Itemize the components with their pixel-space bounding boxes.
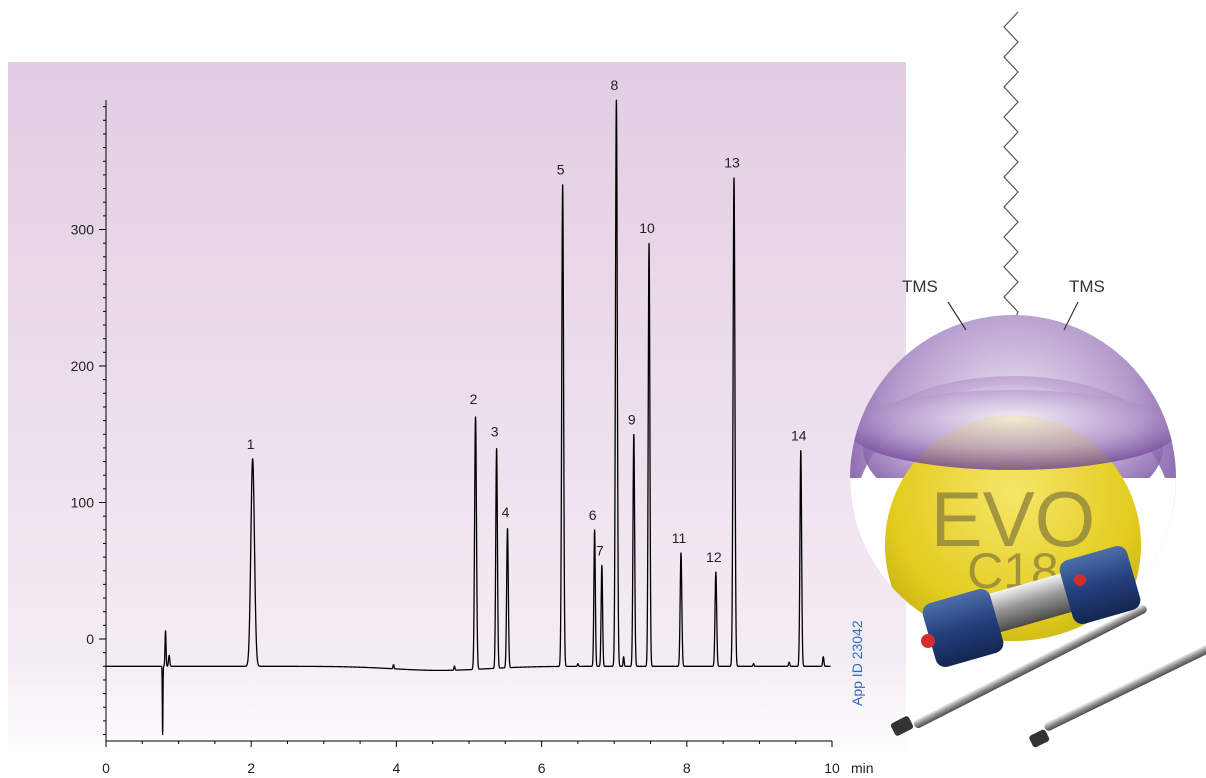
- stationary-phase-graphic: EVO C18 TMS TMS: [850, 11, 1206, 748]
- hplc-column-icon: [890, 546, 1206, 748]
- c18-chain-icon: [1003, 11, 1019, 325]
- peak-label: 4: [502, 504, 510, 520]
- peak-label: 11: [672, 530, 687, 546]
- x-tick-label: 4: [393, 760, 401, 776]
- x-axis: 0 2 4 6 8 10: [102, 740, 840, 776]
- x-tick-label: 2: [247, 760, 255, 776]
- peak-label: 2: [470, 391, 478, 407]
- x-tick-label: 8: [683, 760, 691, 776]
- peak-label: 5: [557, 161, 565, 177]
- peak-label: 6: [589, 507, 597, 523]
- y-tick-label: 200: [71, 358, 95, 374]
- peak-label: 3: [491, 424, 499, 440]
- tms-label-right: TMS: [1069, 277, 1105, 296]
- y-tick-label: 0: [86, 631, 94, 647]
- peak-label: 12: [706, 549, 722, 565]
- y-tick-label: 100: [71, 495, 95, 511]
- x-tick-label: 0: [102, 760, 110, 776]
- plot-background: [8, 62, 906, 762]
- tms-label-left: TMS: [902, 277, 938, 296]
- x-tick-label: 6: [538, 760, 546, 776]
- peak-label: 1: [247, 436, 255, 452]
- x-tick-label: 10: [824, 760, 840, 776]
- peak-label: 10: [639, 220, 655, 236]
- y-axis: 0 100 200 300: [71, 100, 107, 741]
- peak-label: 9: [628, 411, 636, 427]
- peak-label: 14: [791, 428, 807, 444]
- peak-label: 7: [596, 542, 604, 558]
- app-id-label: App ID 23042: [849, 620, 865, 706]
- peak-label: 13: [724, 155, 740, 171]
- phase-label-evo: EVO: [931, 475, 1096, 563]
- peak-label: 8: [610, 77, 618, 93]
- y-tick-label: 300: [71, 222, 95, 238]
- chromatogram-trace: [105, 99, 832, 736]
- x-unit-label: min: [851, 760, 874, 776]
